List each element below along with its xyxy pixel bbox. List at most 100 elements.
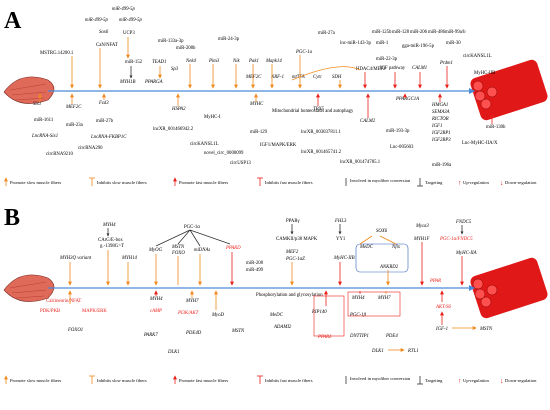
a-cytc: Cytc [313, 75, 323, 80]
b-mstn-mid: MSTN [231, 329, 245, 334]
a-mstrg: MSTRG.14200.1 [40, 51, 74, 56]
a-myhc-i: MyHC-I [204, 115, 221, 120]
a-lncrna-six1: LncRNA-Six1 [31, 134, 58, 139]
b-sox6: SOX6 [376, 229, 388, 234]
a-nrf1: NRF-1 [270, 75, 284, 80]
b-igf1: IGF-1 [435, 327, 448, 332]
a-legend-promote-fast: Promote fast muscle fibers [179, 180, 228, 185]
b-dnttip1: DNTTIP1 [349, 334, 369, 339]
b-rip140-box [313, 295, 345, 337]
a-nek4: Nek4 [185, 59, 196, 64]
a-mir1611: miR-1611 [34, 118, 54, 123]
b-nfix: Nfix [391, 245, 401, 250]
b-myoz3: Myoz3 [415, 224, 429, 229]
a-mir193: miR-193-3p [386, 129, 410, 134]
a-hmga1: HMGA1 [431, 103, 448, 108]
b-carg: CArG/E-box [98, 238, 123, 243]
a-igf1: IGF1 [431, 124, 442, 129]
slow-muscle-fiber-icon-b [3, 274, 55, 302]
a-legend-inhibit-fast: Inhibits fast muscle fibers [265, 180, 313, 185]
down-regulation-arrow-icon: ↓ [500, 179, 504, 187]
a-mir23a: miR-23a [66, 123, 84, 128]
a-mir133a: miR-133a-3p [158, 39, 184, 44]
b-myh7-right: MYH7 [377, 296, 391, 301]
b-myh4-top: MYH4 [102, 223, 116, 228]
b-legend-promote-fast: Promote fast muscle fibers [179, 378, 228, 383]
b-myh14: MYH14 [121, 256, 138, 261]
b-foxo1: FOXO1 [67, 328, 83, 333]
b-phospho: Phosphorylation and glycosylation [256, 293, 323, 298]
a-tead1: TEAD1 [152, 60, 166, 65]
panel-b-arrows [68, 224, 477, 352]
a-mir208b: miR-208b [176, 46, 196, 51]
b-yy1: YY1 [336, 237, 346, 242]
a-can-nfat: CaN/NFAT [96, 43, 118, 48]
b-pgc1b: PGC-1β [349, 313, 367, 318]
panel-b-legend: Promote slow muscle fibers Inhibits slow… [4, 375, 537, 385]
b-medc-bot: MeDC [269, 313, 284, 318]
b-pde4d: PDE4D [185, 331, 202, 336]
panel-a-letter: A [4, 8, 22, 34]
b-g1398: g.-1398G>T [100, 244, 124, 249]
a-lnc1465741: lncXR_001465741.2 [301, 150, 342, 155]
fast-muscle-bundle-icon-b [470, 257, 548, 319]
a-lnc3037811: lncXR_003037811.1 [301, 130, 342, 135]
a-mir499-3: miR-499-5p [119, 18, 143, 23]
a-lnc-myhc: Lnc-MyHC-IIA/X [462, 141, 498, 146]
a-fzd3: Fzd3 [98, 101, 109, 106]
b-myhc-iia: MyHC-IIA [455, 251, 477, 256]
a-nik: Nik [232, 59, 241, 64]
a-mir125b: miR-125b [372, 30, 392, 35]
b-mir499: miR-499 [246, 268, 264, 273]
b-pgc1az: PGC-1αZ [285, 257, 305, 262]
a-ucp3: UCP3 [123, 31, 135, 36]
b-rip140: RIP140 [311, 310, 327, 315]
a-mir129: miR-129 [250, 130, 268, 135]
a-circrna9210: circRNA9210 [46, 152, 74, 157]
a-mapk14: Mapk14 [265, 59, 282, 64]
b-midnas: miDNAs [194, 248, 210, 253]
a-legend-inhibit-slow: Inhibits slow muscle fibers [97, 180, 147, 185]
a-myhc-iib: MyHC-IIB [474, 71, 495, 76]
a-igf-pathway: IGF pathway [380, 66, 406, 71]
b-legend-up: Up-regulation [463, 378, 489, 383]
b-ppar: PPAR [429, 279, 441, 284]
b-ppardelta: PPARδ [317, 335, 332, 340]
a-gga-mir196: gga-miR-196-5p [402, 44, 435, 49]
b-calcineurin: Calcineurin/NFAT [46, 299, 81, 304]
a-lnc-mir143: lnc-miR-143-3p [340, 41, 372, 46]
a-hspa2: HSPA2 [171, 107, 186, 112]
a-igf1-mapk: IGF1/MAPK/ERK [260, 143, 297, 148]
a-mito-homeostasis: Mitochondrial homeostasis and autophagy [272, 109, 354, 114]
a-pak1: Pak1 [248, 59, 259, 64]
b-dlk1-left: DLK1 [167, 350, 180, 355]
a-myhc: MYHC [249, 102, 264, 107]
a-mir27a: miR-27a [318, 31, 336, 36]
a-mir22: miR-22-3p [376, 57, 398, 62]
b-camkii: CAMKII/p38 MAPK [276, 237, 318, 242]
a-pparga: PPARGA [144, 80, 163, 85]
a-circkansl1l-bot: circKANSL1L [190, 142, 219, 147]
a-mir130b: miR-130b [486, 125, 506, 130]
a-mir1: miR-1 [376, 41, 389, 46]
a-novel-circ: novel_circ_0000099 [204, 151, 244, 156]
b-medc-nfix-box [355, 243, 409, 273]
panel-b-letter: B [4, 205, 20, 231]
panel-a: A miR-499-5p miR-499-5p miR-499-5p Sox6 … [3, 7, 548, 187]
a-legend-up: Up-regulation [463, 180, 489, 185]
up-regulation-arrow-icon: ↑ [458, 179, 462, 187]
a-mir128: miR-128 [392, 30, 410, 35]
b-myod: MyoD [211, 313, 225, 318]
b-mir208: miR-208 [246, 261, 264, 266]
b-legend-inhibit-fast: Inhibits fast muscle fibers [265, 378, 313, 383]
slow-muscle-fiber-icon [3, 76, 55, 104]
b-akt-s6: AKT/S6 [435, 305, 452, 310]
a-legend-down: Down-regulation [505, 180, 537, 185]
panel-b: B MYH4 CArG/E-box g.-1398G>T MYH3Q varia… [3, 205, 548, 385]
a-sp3: Sp3 [171, 67, 179, 72]
b-ppard: PPARD [225, 246, 241, 251]
a-legend-promote-slow: Promote slow muscle fibers [10, 180, 61, 185]
a-lncrna-fkbp1c: LncRNA-FKBP1C [90, 135, 127, 140]
b-myh-box [347, 291, 401, 317]
